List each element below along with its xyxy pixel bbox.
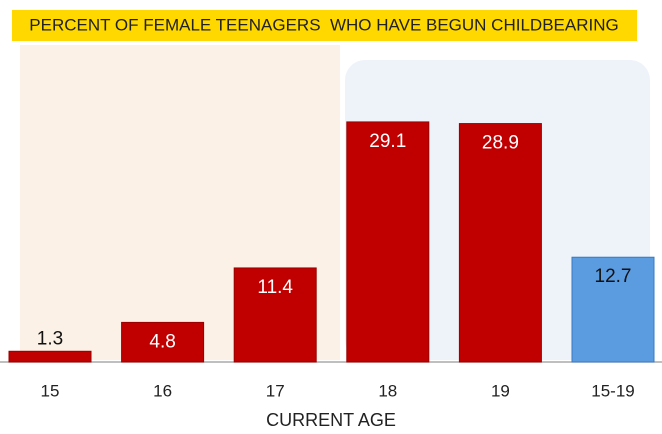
x-tick-label: 15 <box>41 381 60 400</box>
bar <box>346 121 430 363</box>
value-label: 4.8 <box>149 331 175 352</box>
value-label: 1.3 <box>37 328 63 349</box>
bar <box>458 123 542 363</box>
x-tick-label: 19 <box>491 381 510 400</box>
x-tick-label: 18 <box>378 381 397 400</box>
chart-title: PERCENT OF FEMALE TEENAGERS WHO HAVE BEG… <box>29 15 618 34</box>
x-tick-label: 16 <box>153 381 172 400</box>
value-label: 12.7 <box>595 266 632 287</box>
x-tick-label: 17 <box>266 381 285 400</box>
title-band <box>12 10 637 41</box>
x-tick-label: 15-19 <box>591 381 634 400</box>
bar <box>571 256 655 363</box>
bar <box>8 350 92 363</box>
bar <box>121 321 205 363</box>
bar <box>233 267 317 363</box>
x-axis-title: CURRENT AGE <box>266 410 396 430</box>
value-label: 11.4 <box>257 277 293 298</box>
value-label: 28.9 <box>482 133 519 154</box>
value-label: 29.1 <box>369 131 406 152</box>
